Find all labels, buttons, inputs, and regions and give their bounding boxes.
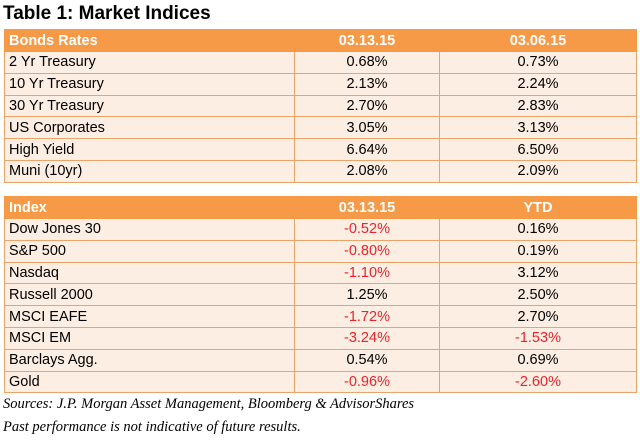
row-label: High Yield xyxy=(4,138,295,161)
row-label: Barclays Agg. xyxy=(4,348,295,372)
row-label: Nasdaq xyxy=(4,261,295,285)
table-row: Muni (10yr) 2.08% 2.09% xyxy=(4,159,637,183)
column-header: Bonds Rates xyxy=(4,29,295,52)
cell-value: 1.25% xyxy=(294,283,440,307)
table-row: 30 Yr Treasury 2.70% 2.83% xyxy=(4,94,637,118)
table-title: Table 1: Market Indices xyxy=(3,3,211,24)
table-row: 10 Yr Treasury 2.13% 2.24% xyxy=(4,72,637,96)
cell-value: 3.05% xyxy=(294,116,440,140)
cell-value: 0.73% xyxy=(439,51,637,74)
cell-value: 2.70% xyxy=(439,305,637,328)
row-label: MSCI EM xyxy=(4,326,295,350)
cell-value: -0.96% xyxy=(294,370,440,394)
cell-value: 2.70% xyxy=(294,94,440,118)
table-row: MSCI EAFE -1.72% 2.70% xyxy=(4,305,637,328)
cell-value: -1.10% xyxy=(294,261,440,285)
row-label: Russell 2000 xyxy=(4,283,295,307)
cell-value: -2.60% xyxy=(439,370,637,394)
table-row: MSCI EM -3.24% -1.53% xyxy=(4,326,637,350)
bonds-rates-table: Bonds Rates 03.13.15 03.06.15 2 Yr Treas… xyxy=(4,29,637,183)
table-row: Barclays Agg. 0.54% 0.69% xyxy=(4,348,637,372)
cell-value: 2.13% xyxy=(294,72,440,96)
row-label: Gold xyxy=(4,370,295,394)
cell-value: 3.13% xyxy=(439,116,637,140)
cell-value: 0.16% xyxy=(439,218,637,241)
column-header: 03.13.15 xyxy=(294,29,440,52)
disclaimer-note: Past performance is not indicative of fu… xyxy=(3,419,301,435)
table-row: US Corporates 3.05% 3.13% xyxy=(4,116,637,140)
row-label: US Corporates xyxy=(4,116,295,140)
cell-value: 2.09% xyxy=(439,159,637,183)
row-label: 10 Yr Treasury xyxy=(4,72,295,96)
sources-note: Sources: J.P. Morgan Asset Management, B… xyxy=(3,396,415,412)
row-label: S&P 500 xyxy=(4,239,295,263)
row-label: Dow Jones 30 xyxy=(4,218,295,241)
cell-value: 2.83% xyxy=(439,94,637,118)
column-header: YTD xyxy=(439,196,637,219)
table-row: Nasdaq -1.10% 3.12% xyxy=(4,261,637,285)
cell-value: 0.68% xyxy=(294,51,440,74)
column-header: 03.13.15 xyxy=(294,196,440,219)
table-row: Gold -0.96% -2.60% xyxy=(4,370,637,394)
cell-value: 3.12% xyxy=(439,261,637,285)
row-label: 2 Yr Treasury xyxy=(4,51,295,74)
cell-value: 0.69% xyxy=(439,348,637,372)
row-label: 30 Yr Treasury xyxy=(4,94,295,118)
row-label: Muni (10yr) xyxy=(4,159,295,183)
cell-value: 2.24% xyxy=(439,72,637,96)
column-header: Index xyxy=(4,196,295,219)
table-row: Dow Jones 30 -0.52% 0.16% xyxy=(4,218,637,241)
cell-value: 6.64% xyxy=(294,138,440,161)
index-returns-table: Index 03.13.15 YTD Dow Jones 30 -0.52% 0… xyxy=(4,196,637,394)
table-row: S&P 500 -0.80% 0.19% xyxy=(4,239,637,263)
cell-value: 0.19% xyxy=(439,239,637,263)
table-row: High Yield 6.64% 6.50% xyxy=(4,138,637,161)
cell-value: -0.80% xyxy=(294,239,440,263)
table-row: Russell 2000 1.25% 2.50% xyxy=(4,283,637,307)
cell-value: 2.08% xyxy=(294,159,440,183)
table-header-row: Index 03.13.15 YTD xyxy=(4,196,637,219)
table-row: 2 Yr Treasury 0.68% 0.73% xyxy=(4,51,637,74)
cell-value: 6.50% xyxy=(439,138,637,161)
cell-value: -1.72% xyxy=(294,305,440,328)
cell-value: -3.24% xyxy=(294,326,440,350)
cell-value: -1.53% xyxy=(439,326,637,350)
row-label: MSCI EAFE xyxy=(4,305,295,328)
column-header: 03.06.15 xyxy=(439,29,637,52)
cell-value: -0.52% xyxy=(294,218,440,241)
cell-value: 2.50% xyxy=(439,283,637,307)
cell-value: 0.54% xyxy=(294,348,440,372)
table-header-row: Bonds Rates 03.13.15 03.06.15 xyxy=(4,29,637,52)
